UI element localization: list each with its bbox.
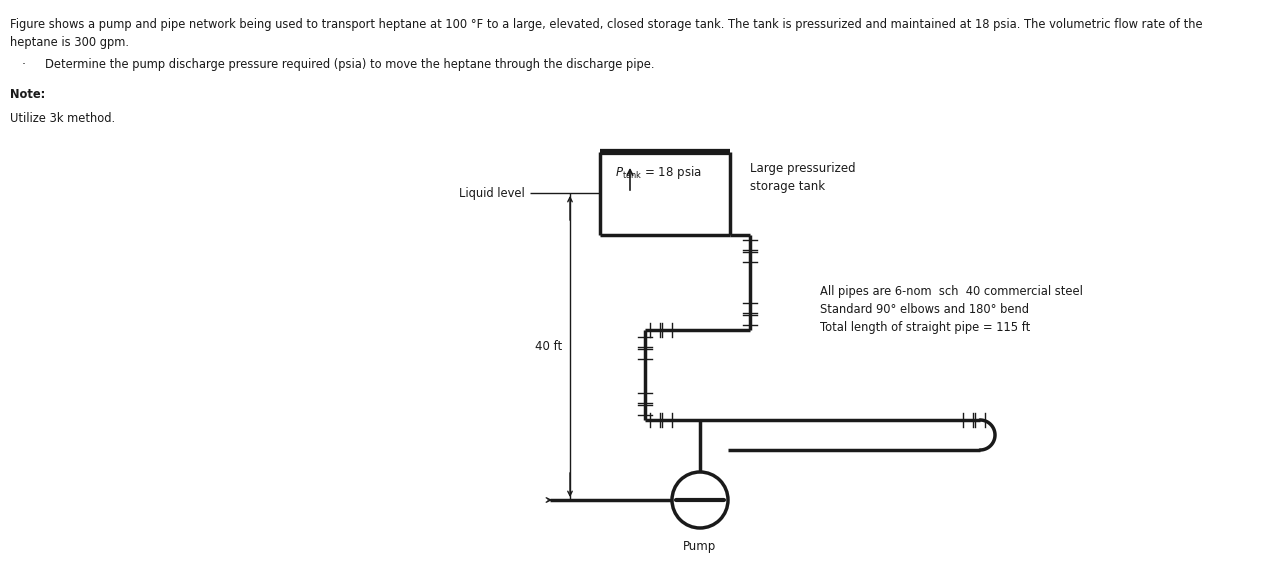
Text: Total length of straight pipe = 115 ft: Total length of straight pipe = 115 ft <box>820 321 1030 334</box>
Text: Standard 90° elbows and 180° bend: Standard 90° elbows and 180° bend <box>820 303 1028 316</box>
Text: $P_{\mathrm{tank}}$ = 18 psia: $P_{\mathrm{tank}}$ = 18 psia <box>615 164 702 181</box>
Text: Large pressurized
storage tank: Large pressurized storage tank <box>750 162 855 193</box>
Text: Liquid level: Liquid level <box>460 187 525 200</box>
Text: Note:: Note: <box>10 88 45 101</box>
Text: All pipes are 6-nom  sch  40 commercial steel: All pipes are 6-nom sch 40 commercial st… <box>820 285 1082 298</box>
Text: Pump: Pump <box>683 540 716 553</box>
Text: Figure shows a pump and pipe network being used to transport heptane at 100 °F t: Figure shows a pump and pipe network bei… <box>10 18 1203 31</box>
Text: Utilize 3k method.: Utilize 3k method. <box>10 112 116 125</box>
Text: Determine the pump discharge pressure required (psia) to move the heptane throug: Determine the pump discharge pressure re… <box>45 58 655 71</box>
Text: ·: · <box>22 58 26 71</box>
Text: heptane is 300 gpm.: heptane is 300 gpm. <box>10 36 128 49</box>
Text: 40 ft: 40 ft <box>534 340 562 353</box>
